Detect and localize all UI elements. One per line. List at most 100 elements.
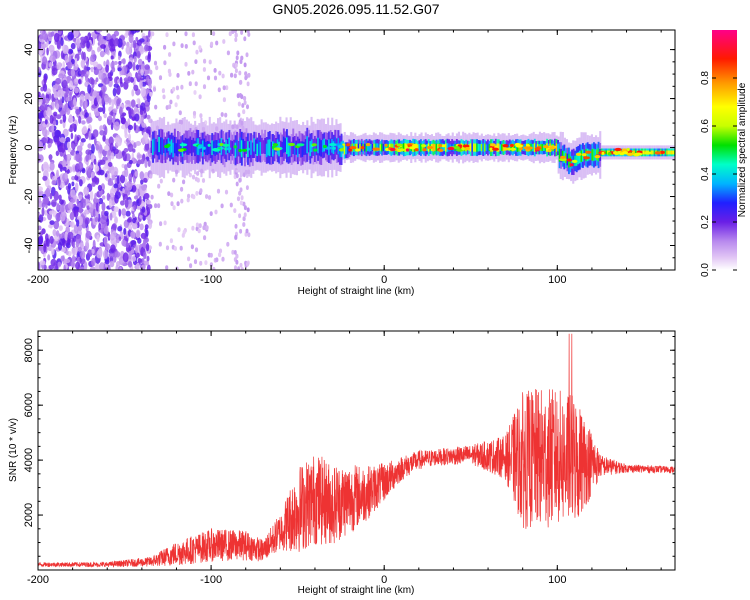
- spectrogram-noise-blob: [88, 130, 92, 141]
- spectrogram-noise-blob: [49, 161, 55, 171]
- spectrogram-noise-blob: [89, 190, 94, 201]
- spectrogram-noise-blob: [98, 144, 103, 154]
- spectrogram-noise-blob: [44, 103, 48, 111]
- spectrogram-band-inner: [265, 143, 268, 158]
- spectrogram-faint-blob: [246, 207, 250, 213]
- spectrogram-faint-blob: [239, 200, 243, 206]
- spectrogram-noise-blob: [113, 83, 120, 88]
- spectrogram-band-inner: [575, 153, 578, 166]
- spectrogram-faint-blob: [222, 97, 226, 103]
- spectrogram-noise-blob: [99, 159, 106, 165]
- spectrogram-hot-spot: [313, 148, 318, 152]
- spectrogram-noise-blob: [57, 261, 62, 268]
- spectrogram-noise-blob: [80, 36, 86, 41]
- spectrogram-noise-blob: [111, 231, 117, 237]
- spectrogram-faint-blob: [235, 173, 239, 179]
- spectrogram-band-inner: [511, 143, 514, 152]
- spectrogram-faint-blob: [188, 172, 192, 178]
- spectrogram-faint-blob: [194, 247, 199, 253]
- spectrogram-noise-blob: [123, 148, 129, 153]
- spectrogram-faint-blob: [199, 188, 203, 194]
- spectrogram-noise-blob: [48, 224, 53, 229]
- spectrogram-noise-blob: [86, 60, 89, 67]
- spectrogram-noise-blob: [78, 115, 82, 124]
- spectrogram-noise-blob: [109, 188, 115, 198]
- spectrogram-noise-blob: [99, 125, 104, 131]
- spectrogram-noise-blob: [42, 175, 48, 181]
- spectrogram-band-inner: [473, 143, 475, 152]
- spectrogram-band-inner: [631, 150, 634, 155]
- spectrogram-noise-blob: [107, 264, 111, 270]
- snr-ytick-label: 6000: [23, 393, 35, 417]
- spectrogram-band-inner: [303, 141, 306, 155]
- spectrogram-hot-spot: [456, 148, 464, 152]
- spectrogram-band-inner: [378, 143, 380, 152]
- spectrogram-faint-blob: [220, 112, 224, 117]
- spectrogram-faint-blob: [170, 192, 174, 198]
- spectrogram-band-inner: [586, 148, 589, 162]
- spectrogram-band-inner: [446, 143, 449, 152]
- spectrogram-noise-blob: [118, 208, 122, 217]
- spectrogram-band-inner: [262, 140, 265, 154]
- spectrogram-faint-blob: [224, 112, 228, 118]
- spectrogram-noise-blob: [147, 30, 151, 38]
- spectrogram-noise-blob: [74, 57, 78, 67]
- spectrogram-hot-spot: [438, 148, 444, 152]
- spectrogram-noise-blob: [130, 240, 137, 245]
- spectrogram-noise-blob: [128, 133, 131, 141]
- spectrogram-faint-blob: [234, 234, 238, 240]
- spectrogram-band-inner: [635, 150, 637, 155]
- spectrogram-band-inner: [387, 144, 390, 151]
- spectrogram-noise-blob: [42, 83, 48, 92]
- spectrogram-noise-blob: [133, 204, 136, 210]
- spectrogram-noise-blob: [102, 87, 106, 97]
- spectrogram-hot-spot: [447, 146, 455, 151]
- snr-ytick-label: 4000: [23, 448, 35, 472]
- spectrogram-band-inner: [480, 144, 483, 152]
- spectrogram-noise-blob: [141, 137, 145, 145]
- spectrogram-noise-blob: [79, 70, 85, 75]
- spectrogram-noise-blob: [49, 235, 54, 245]
- spectrogram-noise-blob: [122, 188, 125, 194]
- spectrogram-noise-blob: [85, 149, 92, 156]
- spectrogram-noise-blob: [112, 108, 118, 113]
- spectrogram-faint-blob: [180, 198, 184, 204]
- spectrogram-ytick-label: 20: [23, 92, 35, 104]
- spectrogram-noise-blob: [136, 98, 140, 104]
- spectrogram-faint-blob: [207, 195, 212, 200]
- spectrogram-noise-blob: [117, 67, 122, 72]
- spectrogram-band-inner: [163, 139, 165, 154]
- spectrogram-band-inner: [251, 142, 254, 158]
- colorbar-label: Normalized spectral amplitude: [737, 82, 748, 217]
- spectrogram-noise-blob: [55, 150, 60, 157]
- spectrogram-faint-blob: [234, 63, 238, 68]
- spectrogram-faint-blob: [237, 101, 241, 107]
- spectrogram-noise-blob: [79, 99, 83, 107]
- spectrogram-noise-blob: [43, 196, 50, 205]
- spectrogram-hot-spot: [273, 147, 281, 151]
- spectrogram-hot-spot: [503, 147, 509, 151]
- spectrogram-band-inner: [205, 141, 207, 155]
- spectrogram-noise-blob: [114, 191, 121, 200]
- spectrogram-noise-blob: [48, 264, 54, 270]
- spectrogram-faint-blob: [165, 105, 169, 110]
- spectrogram-noise-blob: [59, 98, 63, 108]
- spectrogram-faint-blob: [172, 205, 176, 211]
- spectrogram-noise-blob: [115, 264, 119, 270]
- spectrogram-faint-blob: [192, 194, 196, 200]
- spectrogram-faint-blob: [222, 39, 226, 44]
- spectrogram-noise-blob: [108, 115, 113, 121]
- snr-ticks: -200 -100 0 100 2000 4000 6000 8000: [23, 331, 675, 586]
- spectrogram-noise-blob: [124, 198, 129, 208]
- spectrogram-noise-blob: [100, 216, 107, 225]
- spectrogram-noise-blob: [136, 39, 142, 46]
- spectrogram-faint-blob: [234, 223, 238, 229]
- spectrogram-xtick-label: 100: [548, 274, 566, 286]
- spectrogram-band-inner: [571, 155, 573, 169]
- spectrogram-noise-blob: [99, 262, 105, 270]
- spectrogram-faint-blob: [222, 85, 226, 91]
- spectrogram-faint-blob: [236, 93, 240, 99]
- spectrogram-noise-blob: [69, 211, 75, 221]
- spectrogram-faint-blob: [176, 94, 180, 100]
- spectrogram-frame: [37, 29, 676, 271]
